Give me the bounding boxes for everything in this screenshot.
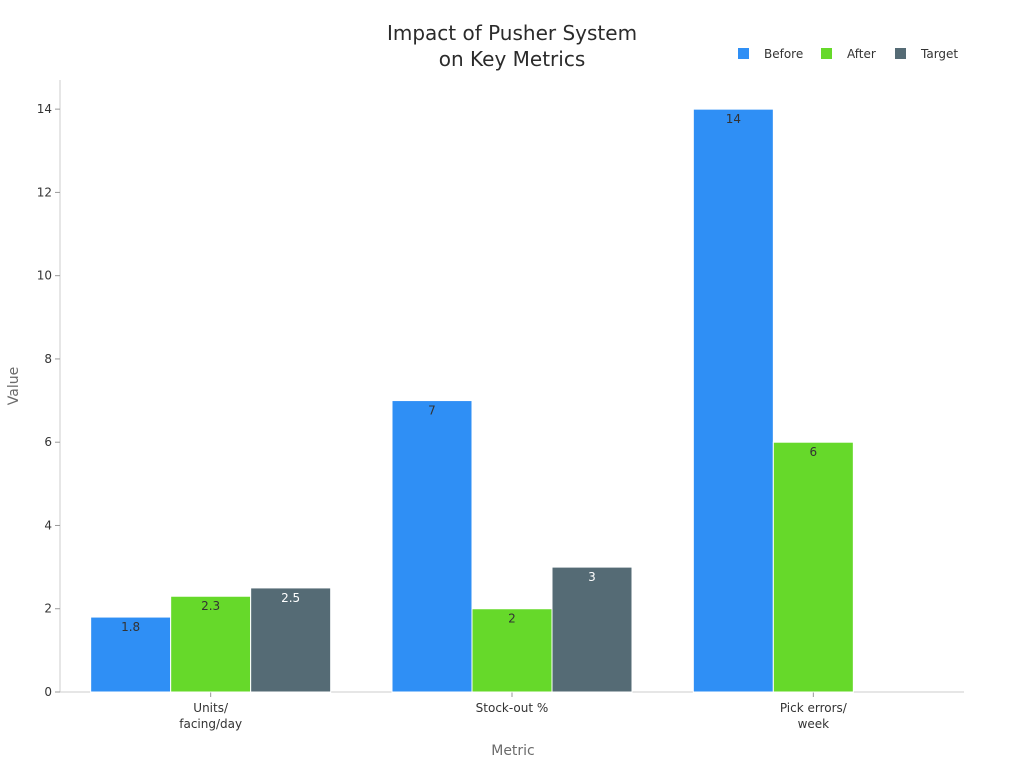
bar-before: [90, 616, 172, 693]
legend-swatch-before: [738, 48, 749, 59]
y-axis-label: Value: [6, 367, 22, 405]
legend-label-before: Before: [764, 47, 803, 61]
data-label: 2.5: [281, 591, 300, 605]
data-label: 14: [726, 112, 741, 126]
data-label: 6: [810, 445, 818, 459]
bar-after: [772, 441, 854, 693]
legend-label-after: After: [847, 47, 876, 61]
y-axis: 0 2 4 6 8 10 12 14: [37, 80, 61, 699]
x-tick-label: Stock-out %: [476, 701, 549, 715]
y-tick-label: 14: [37, 102, 52, 116]
y-tick-label: 4: [44, 518, 52, 532]
y-tick-label: 12: [37, 185, 52, 199]
x-tick-label: Units/facing/day: [179, 701, 242, 731]
data-label: 7: [428, 404, 436, 418]
y-tick-label: 6: [44, 435, 52, 449]
data-label: 2: [508, 612, 516, 626]
bar-after: [170, 595, 252, 693]
data-label: 3: [588, 570, 596, 584]
chart-title-line-1: Impact of Pusher System: [387, 21, 637, 45]
x-axis: Units/facing/day Stock-out % Pick errors/w…: [60, 691, 964, 731]
y-tick-label: 8: [44, 352, 52, 366]
legend-label-target: Target: [920, 47, 958, 61]
y-tick-label: 0: [44, 685, 52, 699]
x-axis-label: Metric: [491, 743, 535, 759]
legend-swatch-after: [821, 48, 832, 59]
bar-before: [391, 400, 473, 693]
data-labels: 1.8 2.3 2.5 7 2 3 14 6: [121, 112, 817, 634]
bar-target: [250, 587, 332, 693]
x-tick-label: Pick errors/week: [780, 701, 848, 731]
data-label: 1.8: [121, 620, 140, 634]
chart-title: Impact of Pusher System on Key Metrics: [387, 21, 637, 71]
legend: Before After Target: [738, 47, 958, 61]
bar-target: [551, 566, 633, 693]
y-tick-label: 10: [37, 269, 52, 283]
data-label: 2.3: [201, 599, 220, 613]
bar-after: [471, 608, 553, 693]
bar-before: [692, 108, 774, 693]
bars: [90, 108, 854, 693]
legend-swatch-target: [895, 48, 906, 59]
chart-title-line-2: on Key Metrics: [439, 47, 585, 71]
y-tick-label: 2: [44, 602, 52, 616]
